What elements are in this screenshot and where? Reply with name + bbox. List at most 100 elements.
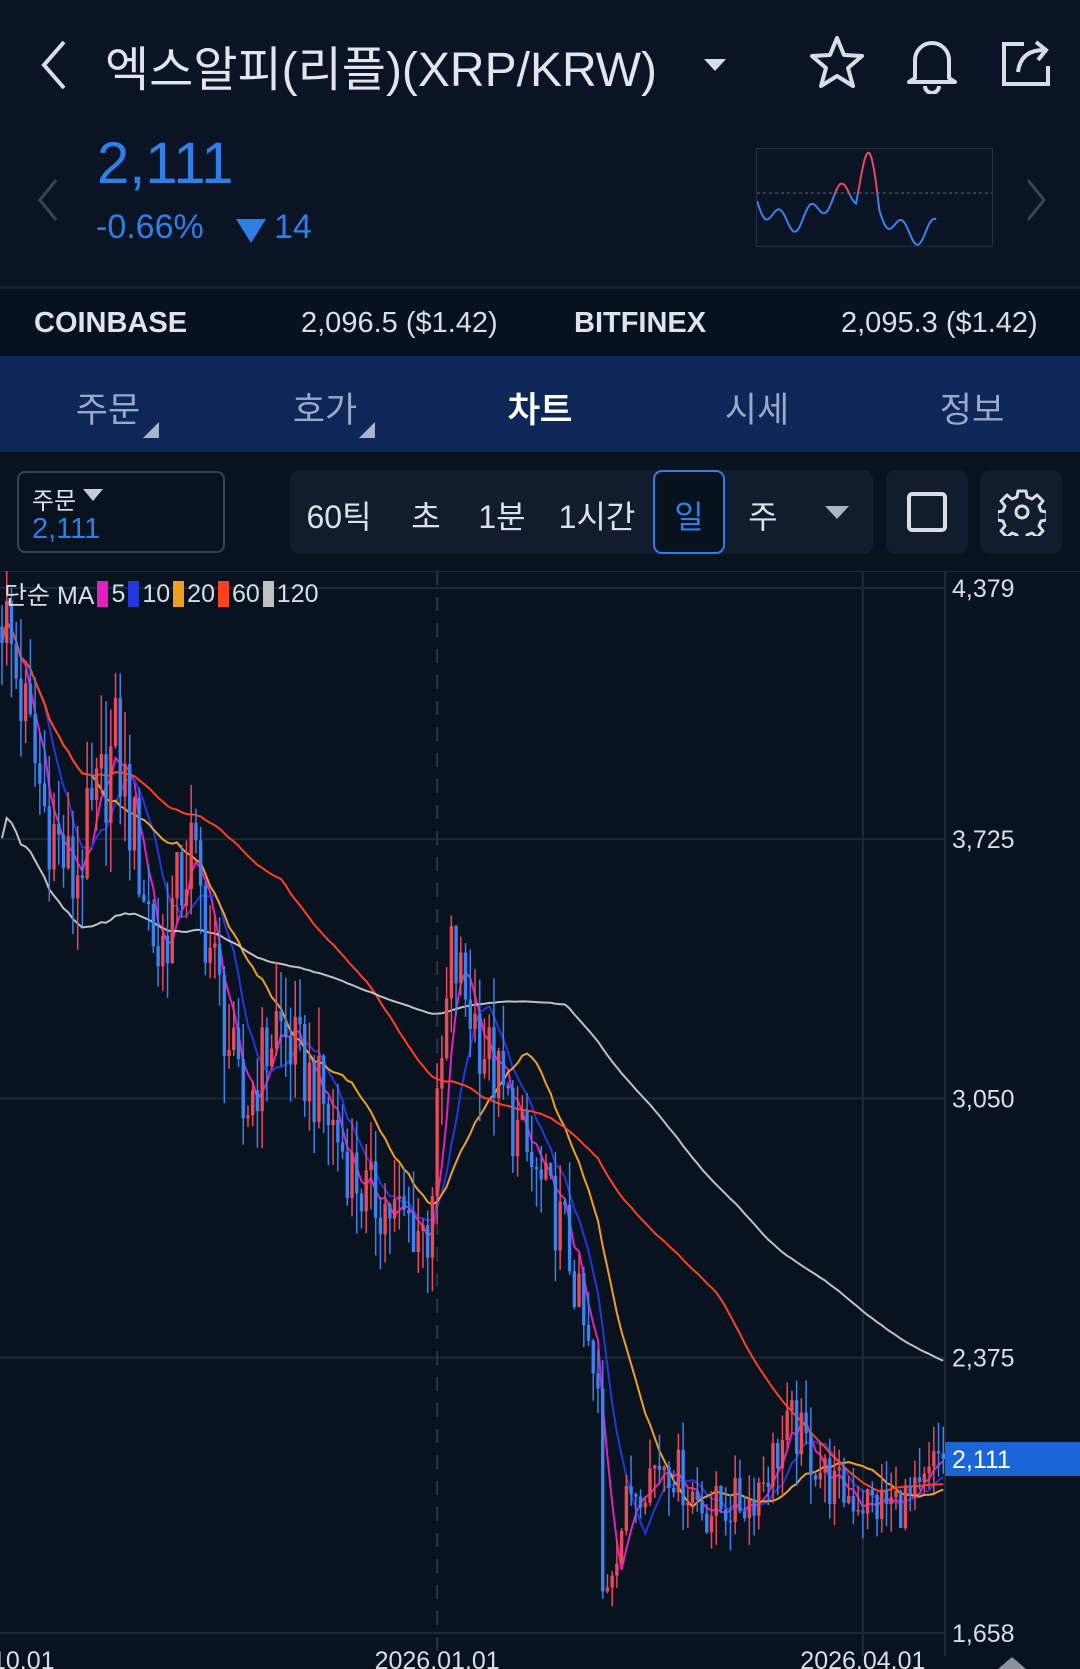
back-icon[interactable] [38,38,70,92]
candle [250,1080,255,1127]
period-selector: 60틱 초 1분 1시간 일 주 [290,470,873,554]
candlestick-chart[interactable]: 4,379 3,725 3,050 2,375 1,658 10.01 2026.01.01… [0,571,1080,1669]
y-tick-label: 3,725 [952,826,1015,854]
candle-body [19,678,23,722]
period-second[interactable]: 초 [411,499,441,535]
sparkline-up [834,151,879,193]
bell-icon[interactable] [903,34,961,94]
candle [128,734,132,881]
ma120-line [1,816,944,1362]
prev-coin-icon[interactable] [36,178,60,222]
title-dropdown-icon[interactable] [702,57,728,73]
candle [90,742,94,811]
candle-body [189,822,193,890]
candle [312,1055,316,1154]
period-week[interactable]: 주 [748,499,778,535]
order-dropdown[interactable]: 주문 2,111 [17,471,225,553]
exchange-prices: COINBASE 2,096.5 ($1.42) BITFINEX 2,095.… [0,286,1080,356]
candle [378,1197,383,1270]
candle [449,915,454,1033]
candle [473,969,477,1043]
candle [217,917,222,1006]
candle [681,1422,685,1530]
candle-body [132,797,137,851]
candle-body [676,1449,681,1493]
page-title[interactable]: 엑스알피(리플)(XRP/KRW) [105,44,658,97]
candle [657,1434,662,1485]
tab-orderbook[interactable]: 호가 [292,391,358,430]
candle-body [913,1477,917,1495]
period-1min[interactable]: 1분 [478,499,526,535]
current-price-label: 2,111 [952,1446,1011,1474]
candle-body [298,1016,302,1025]
candle-body [695,1491,700,1500]
exchange-value: 2,096.5 ($1.42) [301,307,498,339]
candle-body [511,1088,515,1157]
period-more-icon[interactable] [825,506,849,520]
candle [662,1465,666,1493]
candle-body [336,1119,340,1143]
candle [738,1459,742,1514]
period-60tick[interactable]: 60틱 [306,499,372,535]
candle [653,1464,657,1498]
layout-button[interactable] [886,470,968,554]
tab-chart[interactable]: 차트 [507,391,573,430]
candle-body [355,1152,359,1194]
candle-body [643,1502,647,1508]
candle [899,1489,903,1529]
candle-body [813,1475,818,1480]
candle-body [468,999,472,1029]
period-day[interactable]: 일 [674,499,704,535]
candle [818,1442,822,1489]
settings-button[interactable] [980,470,1062,554]
period-selected-box [653,470,725,554]
tab-info[interactable]: 정보 [939,391,1005,430]
candle [534,1157,539,1207]
candle-body [496,1050,501,1098]
candle [492,978,496,1136]
candle-body [407,1209,411,1214]
ma20-label: 20 [187,579,215,608]
candle [932,1426,936,1494]
candle-body [208,947,212,963]
period-1hour[interactable]: 1시간 [558,499,636,535]
candle-body [544,1162,548,1180]
candle [771,1432,775,1504]
tab-market[interactable]: 시세 [724,391,790,430]
candle [19,619,23,757]
candle [629,1455,633,1506]
candle [156,897,160,987]
share-icon[interactable] [998,34,1056,90]
candle [567,1162,572,1275]
candle [42,730,47,813]
candle [794,1380,799,1486]
order-label: 주문 [32,488,77,515]
candle [426,1210,430,1294]
candle-body [161,935,165,967]
candle [151,899,156,953]
star-icon[interactable] [808,34,866,92]
candle [269,1034,274,1069]
candle [757,1477,761,1530]
candle [340,1104,345,1160]
candle-body [369,1161,373,1171]
candle-body [899,1491,903,1529]
candle [459,936,463,996]
candle-body [52,823,56,870]
candle [359,1188,364,1229]
candle [61,814,66,888]
candle [648,1439,652,1506]
candle-body [113,698,118,747]
candle [624,1474,629,1536]
candle-body [530,1152,534,1168]
next-coin-icon[interactable] [1024,178,1048,222]
candle-body [846,1496,851,1503]
candle [558,1165,562,1270]
candle-body [236,1027,241,1060]
candle-body [629,1486,633,1495]
candle [539,1145,543,1213]
tab-order[interactable]: 주문 [75,391,141,430]
candle [350,1118,354,1217]
candle [194,808,198,854]
candle-body [326,1103,331,1126]
